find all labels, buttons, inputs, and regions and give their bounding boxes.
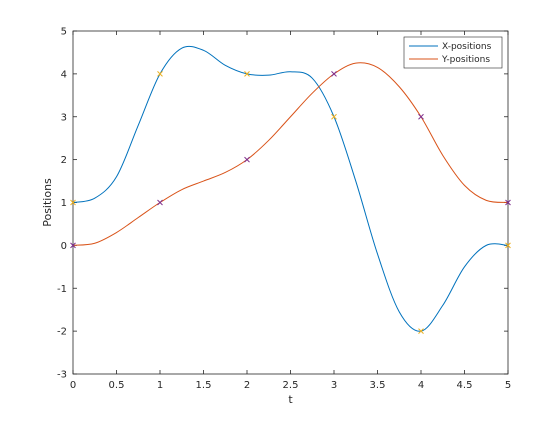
data-point-marker [418,328,424,334]
x-tick-label: 4.5 [457,380,473,391]
data-point-marker [331,71,337,77]
plot-area [72,30,509,375]
data-point-marker [70,242,76,249]
series-line-1 [72,45,509,332]
data-point-marker [157,71,163,77]
x-axis-ticks: 0 0.5 1 1.5 2 2.5 3 3.5 4 4.5 5 [70,31,511,391]
data-point-marker [244,71,250,77]
data-point-marker [505,199,511,206]
legend: X-positions Y-positions [403,36,503,69]
data-point-marker [505,242,511,249]
y-tick-label: 0 [61,241,67,252]
series-line-2 [72,62,509,246]
y-tick-label: -1 [57,284,67,295]
y-tick-label: 4 [61,69,67,80]
x-tick-label: 3.5 [370,380,386,391]
y-tick-label: -2 [57,327,67,338]
plot-frame [72,30,509,375]
y-axis-ticks: -3 -2 -1 0 1 2 3 4 5 [57,27,508,381]
y-tick-label: 5 [61,27,67,38]
data-point-marker [331,113,337,120]
marker-layer [70,71,511,334]
x-axis-label: t [288,393,293,406]
y-tick-label: 3 [61,112,67,123]
x-tick-label: 4 [418,380,424,391]
legend-box [403,36,503,69]
y-tick-label: 2 [61,155,67,166]
series-layer [72,45,509,332]
data-point-marker [244,156,250,163]
x-tick-label: 1.5 [196,380,212,391]
x-tick-label: 2 [244,380,250,391]
x-tick-label: 0.5 [109,380,125,391]
y-tick-label: -3 [57,370,67,381]
x-tick-label: 1 [157,380,163,391]
data-point-marker [157,199,163,206]
y-axis-label: Positions [41,178,54,227]
y-tick-label: 1 [61,198,67,209]
x-tick-label: 3 [331,380,337,391]
x-tick-label: 0 [70,380,76,391]
x-tick-label: 5 [505,380,511,391]
data-point-marker [70,199,76,206]
legend-label: X-positions [442,42,492,52]
legend-label: Y-positions [441,55,490,65]
x-tick-label: 2.5 [283,380,299,391]
data-point-marker [418,113,424,120]
